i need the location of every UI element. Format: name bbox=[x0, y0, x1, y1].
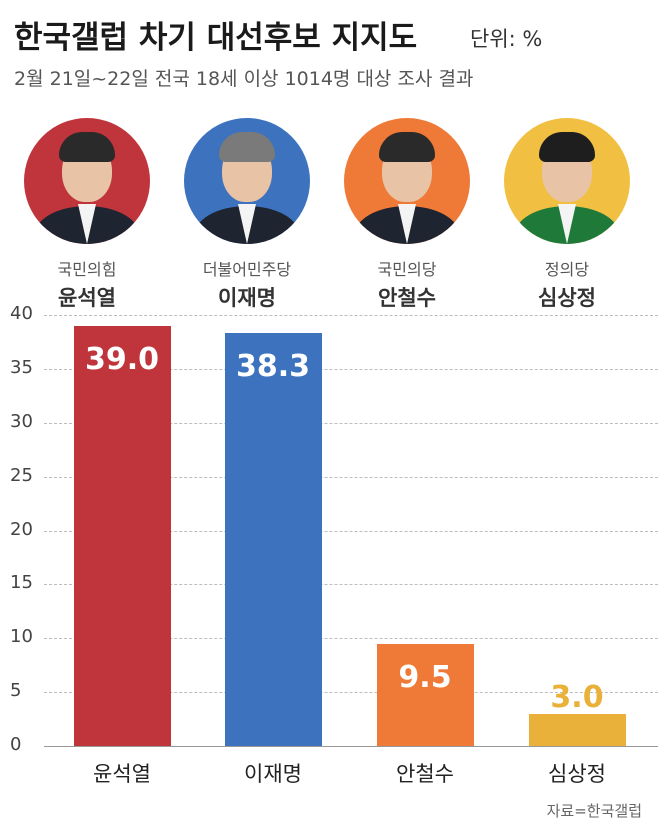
value-label: 39.0 bbox=[84, 341, 160, 377]
candidate-card: 국민의힘 윤석열 bbox=[7, 118, 167, 312]
source-note: 자료=한국갤럽 bbox=[546, 802, 642, 820]
candidate-card: 정의당 심상정 bbox=[487, 118, 647, 312]
y-tick-label: 10 bbox=[10, 626, 33, 648]
value-label: 9.5 bbox=[398, 659, 452, 695]
candidate-card: 더불어민주당 이재명 bbox=[167, 118, 327, 312]
bar bbox=[528, 713, 626, 746]
candidate-name: 안철수 bbox=[378, 286, 436, 310]
gridline bbox=[44, 476, 658, 478]
y-tick-label: 25 bbox=[10, 464, 33, 486]
y-tick-label: 40 bbox=[10, 303, 33, 324]
bar bbox=[73, 325, 171, 746]
x-axis-line bbox=[44, 746, 658, 747]
candidate-photo bbox=[344, 118, 470, 244]
chart-title: 한국갤럽 차기 대선후보 지지도 bbox=[14, 20, 418, 56]
y-tick-label: 5 bbox=[10, 680, 22, 702]
candidate-name: 윤석열 bbox=[58, 286, 116, 310]
y-tick-label: 30 bbox=[10, 410, 33, 432]
candidate-name: 심상정 bbox=[538, 286, 596, 310]
gridline bbox=[44, 422, 658, 424]
gridline bbox=[44, 692, 658, 694]
party-label: 정의당 bbox=[544, 260, 590, 279]
party-label: 국민의힘 bbox=[57, 260, 117, 279]
y-tick-label: 0 bbox=[10, 734, 22, 755]
party-label: 국민의당 bbox=[377, 260, 437, 279]
value-label: 38.3 bbox=[235, 349, 311, 385]
y-tick-label: 20 bbox=[10, 518, 33, 540]
party-label: 더불어민주당 bbox=[202, 260, 292, 279]
gridline bbox=[44, 530, 658, 532]
candidate-card: 국민의당 안철수 bbox=[327, 118, 487, 312]
gridline bbox=[44, 584, 658, 586]
gridline bbox=[44, 638, 658, 640]
gridline bbox=[44, 315, 658, 316]
x-tick-label: 이재명 bbox=[244, 762, 302, 786]
bar bbox=[376, 643, 474, 746]
x-tick-label: 윤석열 bbox=[93, 762, 151, 786]
y-tick-label: 35 bbox=[10, 356, 33, 378]
candidate-photo bbox=[24, 118, 150, 244]
candidate-photo bbox=[184, 118, 310, 244]
bar bbox=[224, 333, 322, 746]
x-tick-label: 안철수 bbox=[396, 762, 454, 786]
candidate-photo bbox=[504, 118, 630, 244]
x-tick-label: 심상정 bbox=[548, 762, 606, 786]
y-tick-label: 15 bbox=[10, 572, 33, 594]
candidate-name: 이재명 bbox=[218, 286, 276, 310]
unit-label: 단위: % bbox=[470, 27, 543, 51]
gridline bbox=[44, 368, 658, 370]
chart-subtitle: 2월 21일~22일 전국 18세 이상 1014명 대상 조사 결과 bbox=[14, 68, 474, 90]
value-label: 3.0 bbox=[550, 679, 604, 715]
